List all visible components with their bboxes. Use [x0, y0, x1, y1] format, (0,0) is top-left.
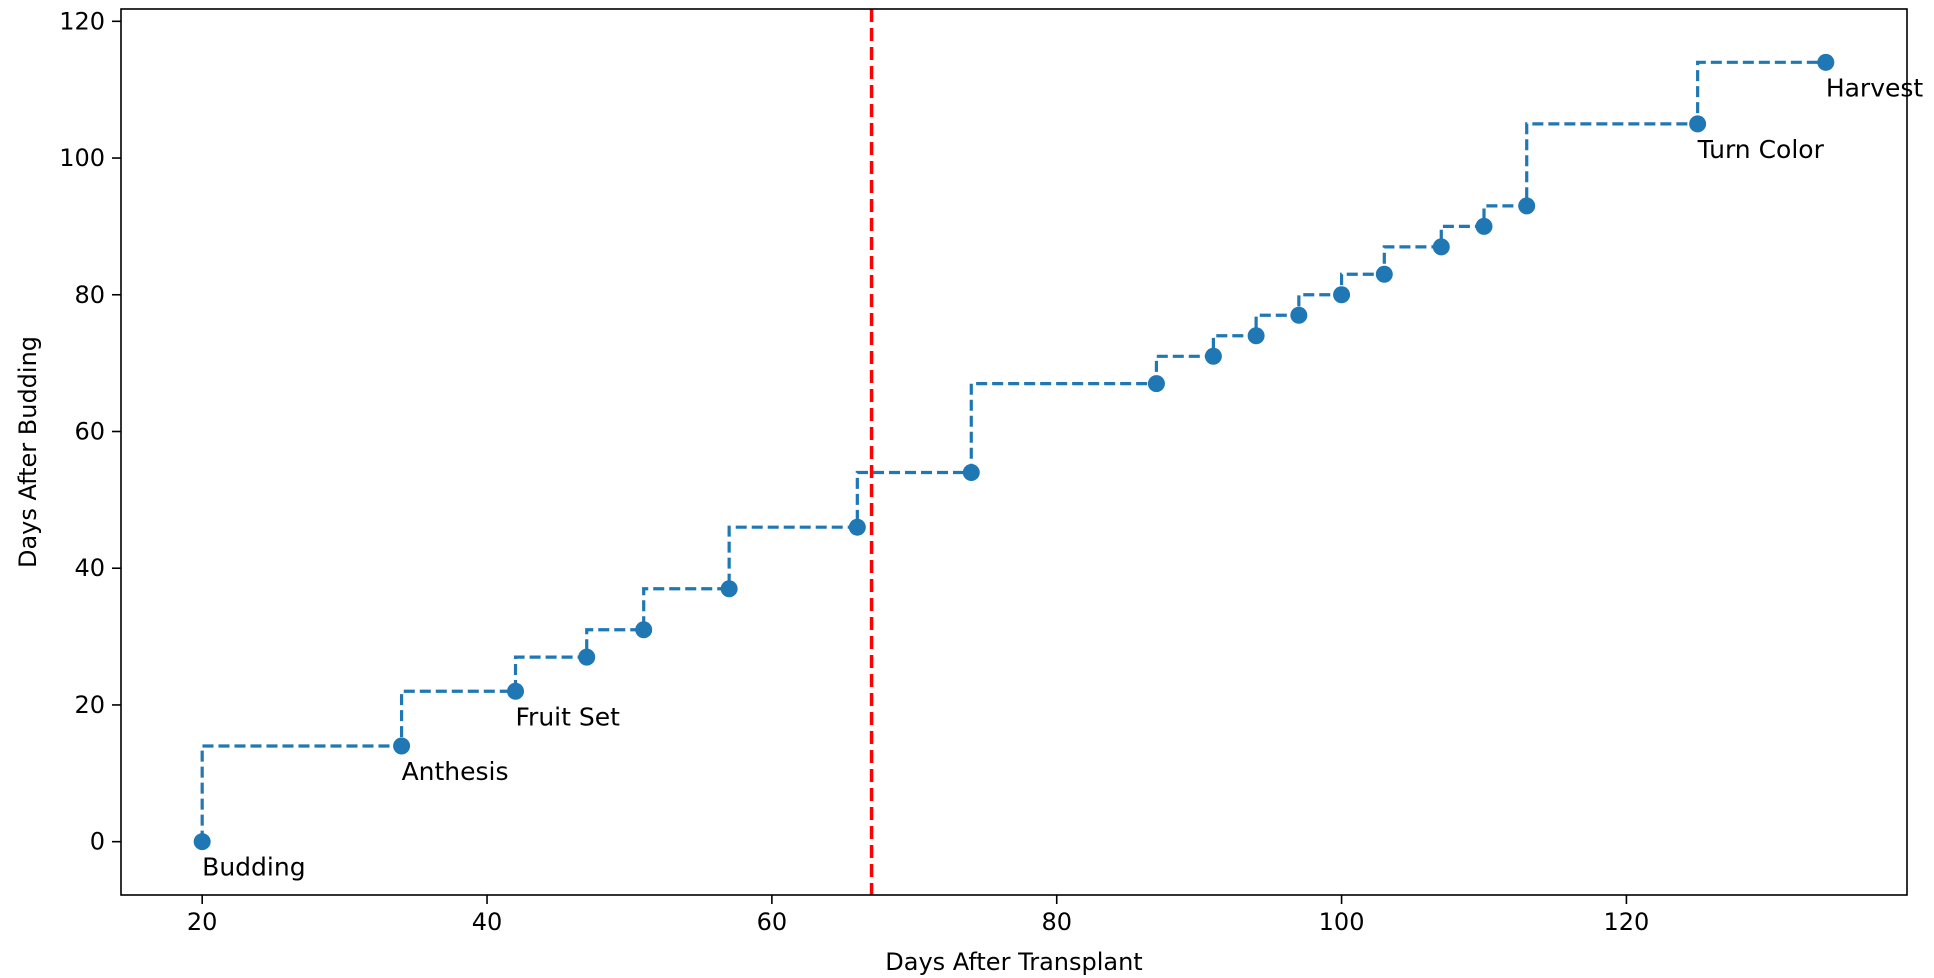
data-point-9 [1204, 347, 1222, 365]
y-tick-label: 40 [74, 554, 105, 582]
data-point-15 [1475, 217, 1493, 235]
step-series-line-0 [200, 60, 1826, 842]
point-annotation-anthesis: Anthesis [402, 757, 509, 786]
data-point-4 [635, 621, 653, 639]
data-point-16 [1518, 197, 1536, 215]
data-point-12 [1333, 286, 1351, 304]
x-axis-title: Days After Transplant [885, 948, 1142, 976]
axes-layer: 20 40 60 80 100 120 0 20 40 60 80 100 120 [59, 7, 1649, 936]
y-axis-title: Days After Budding [14, 336, 42, 568]
x-tick-label: 120 [1604, 908, 1650, 936]
y-tick-label: 80 [74, 281, 105, 309]
y-tick-label: 120 [59, 7, 105, 35]
point-annotation-budding: Budding [202, 853, 305, 882]
data-point-14 [1432, 238, 1450, 256]
point-annotation-turn-color: Turn Color [1697, 135, 1825, 164]
data-point-7 [962, 464, 980, 482]
data-point-10 [1247, 327, 1265, 345]
x-tick-label: 100 [1319, 908, 1365, 936]
data-point-6 [848, 518, 866, 536]
x-tick-label: 40 [472, 908, 503, 936]
point-annotation-harvest: Harvest [1826, 73, 1924, 102]
y-tick-label: 100 [59, 144, 105, 172]
data-point-3 [578, 648, 596, 666]
marks-layer [193, 9, 1835, 895]
data-point-2 [507, 682, 525, 700]
data-point-5 [720, 580, 738, 598]
data-point-18 [1817, 53, 1835, 71]
x-tick-label: 60 [757, 908, 788, 936]
data-point-8 [1147, 375, 1165, 393]
data-point-0 [193, 833, 211, 851]
x-tick-label: 80 [1041, 908, 1072, 936]
data-point-1 [393, 737, 411, 755]
data-point-17 [1689, 115, 1707, 133]
data-point-13 [1375, 265, 1393, 283]
data-point-11 [1290, 306, 1308, 324]
x-tick-label: 20 [187, 908, 218, 936]
y-tick-label: 60 [74, 417, 105, 445]
point-annotation-fruit-set: Fruit Set [516, 702, 621, 731]
y-tick-label: 0 [90, 828, 105, 856]
plot-frame [120, 8, 1908, 896]
y-tick-label: 20 [74, 691, 105, 719]
